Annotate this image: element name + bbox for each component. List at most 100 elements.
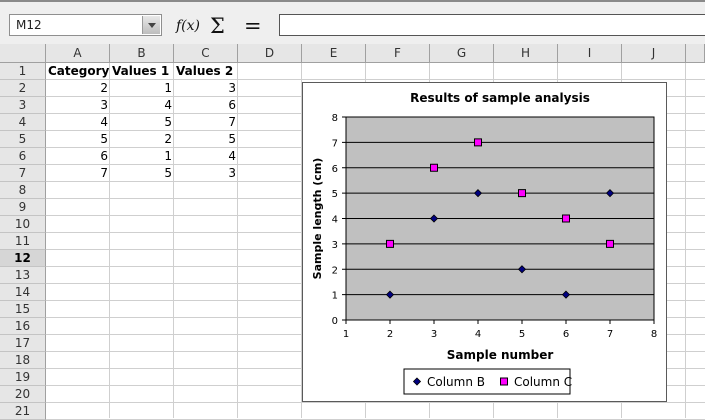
grid-column-line [685,63,686,418]
y-tick-label: 2 [332,265,338,276]
row-header-21[interactable]: 21 [0,403,46,420]
cell-value[interactable]: 5 [100,132,108,146]
column-header-g[interactable]: G [430,44,494,63]
y-tick-label: 4 [332,215,338,226]
column-header-j[interactable]: J [622,44,686,63]
cell-value[interactable]: 5 [164,115,172,129]
column-header-e[interactable]: E [302,44,366,63]
grid-row-line [46,79,705,80]
data-point [386,239,394,248]
data-point [605,189,615,198]
chart-title: Results of sample analysis [410,91,590,105]
legend-box [403,368,571,395]
row-header-1[interactable]: 1 [0,63,46,80]
row-header-6[interactable]: 6 [0,148,46,165]
data-point [562,214,570,223]
x-tick-label: 1 [343,329,349,340]
x-tick-label: 8 [651,329,657,340]
column-header-h[interactable]: H [494,44,558,63]
data-point [385,290,395,299]
name-box[interactable]: M12 [9,14,162,36]
row-header-16[interactable]: 16 [0,318,46,335]
row-header-20[interactable]: 20 [0,386,46,403]
y-axis-label: Sample length (cm) [311,158,324,280]
name-box-value: M12 [16,18,42,32]
grid-row-line [46,402,705,403]
grid-column-line [237,63,238,418]
row-header-8[interactable]: 8 [0,182,46,199]
cell-header-c[interactable]: Values 2 [176,64,234,78]
legend-marker [412,377,422,386]
grid-column-line [173,63,174,418]
column-header-b[interactable]: B [110,44,174,63]
cell-value[interactable]: 6 [228,98,236,112]
row-header-9[interactable]: 9 [0,199,46,216]
x-tick-label: 3 [431,329,437,340]
y-tick-label: 6 [332,164,338,175]
cell-value[interactable]: 5 [228,132,236,146]
row-header-13[interactable]: 13 [0,267,46,284]
data-point [518,189,526,198]
select-all-corner[interactable] [0,44,46,63]
x-tick-label: 6 [563,329,569,340]
y-tick-label: 1 [332,291,338,302]
cell-header-a[interactable]: Category [48,64,110,78]
column-header-f[interactable]: F [366,44,430,63]
sum-icon[interactable]: Σ [210,14,225,38]
cell-value[interactable]: 6 [100,149,108,163]
cell-value[interactable]: 2 [164,132,172,146]
legend-entry: Column B [427,375,485,389]
row-header-15[interactable]: 15 [0,301,46,318]
cell-value[interactable]: 7 [228,115,236,129]
formula-icon[interactable]: = [244,14,262,38]
row-header-18[interactable]: 18 [0,352,46,369]
row-header-3[interactable]: 3 [0,97,46,114]
row-header-11[interactable]: 11 [0,233,46,250]
cell-value[interactable]: 1 [164,149,172,163]
row-header-17[interactable]: 17 [0,335,46,352]
legend-marker [500,377,508,386]
data-point [517,265,527,274]
chevron-down-icon[interactable] [142,16,160,34]
cell-value[interactable]: 4 [164,98,172,112]
cell-value[interactable]: 4 [228,149,236,163]
data-point [473,189,483,198]
column-header-a[interactable]: A [46,44,110,63]
cell-value[interactable]: 3 [228,166,236,180]
formula-input[interactable] [279,14,705,36]
row-header-19[interactable]: 19 [0,369,46,386]
column-header-overflow [686,44,705,63]
data-point [429,214,439,223]
cell-value[interactable]: 4 [100,115,108,129]
y-tick-label: 7 [332,138,338,149]
data-point [561,290,571,299]
column-header-c[interactable]: C [174,44,238,63]
row-header-10[interactable]: 10 [0,216,46,233]
column-header-i[interactable]: I [558,44,622,63]
formula-toolbar: M12 f(x) Σ = [0,0,705,44]
x-tick-label: 2 [387,329,393,340]
row-header-12[interactable]: 12 [0,250,46,267]
y-tick-label: 3 [332,240,338,251]
cell-value[interactable]: 3 [100,98,108,112]
cell-value[interactable]: 2 [100,81,108,95]
cell-value[interactable]: 5 [164,166,172,180]
row-header-14[interactable]: 14 [0,284,46,301]
cell-header-b[interactable]: Values 1 [112,64,170,78]
grid-column-line [301,63,302,418]
row-header-5[interactable]: 5 [0,131,46,148]
grid-column-line [109,63,110,418]
cell-value[interactable]: 3 [228,81,236,95]
function-wizard-icon[interactable]: f(x) [176,18,201,34]
data-point [606,239,614,248]
cell-value[interactable]: 7 [100,166,108,180]
chart-object[interactable]: Results of sample analysis 0 1 2 3 4 5 6 7 8 1 2 3 4 5… [302,82,667,402]
row-header-2[interactable]: 2 [0,80,46,97]
x-tick-label: 7 [607,329,613,340]
row-header-4[interactable]: 4 [0,114,46,131]
cell-value[interactable]: 1 [164,81,172,95]
data-point [474,138,482,147]
row-header-7[interactable]: 7 [0,165,46,182]
column-header-d[interactable]: D [238,44,302,63]
